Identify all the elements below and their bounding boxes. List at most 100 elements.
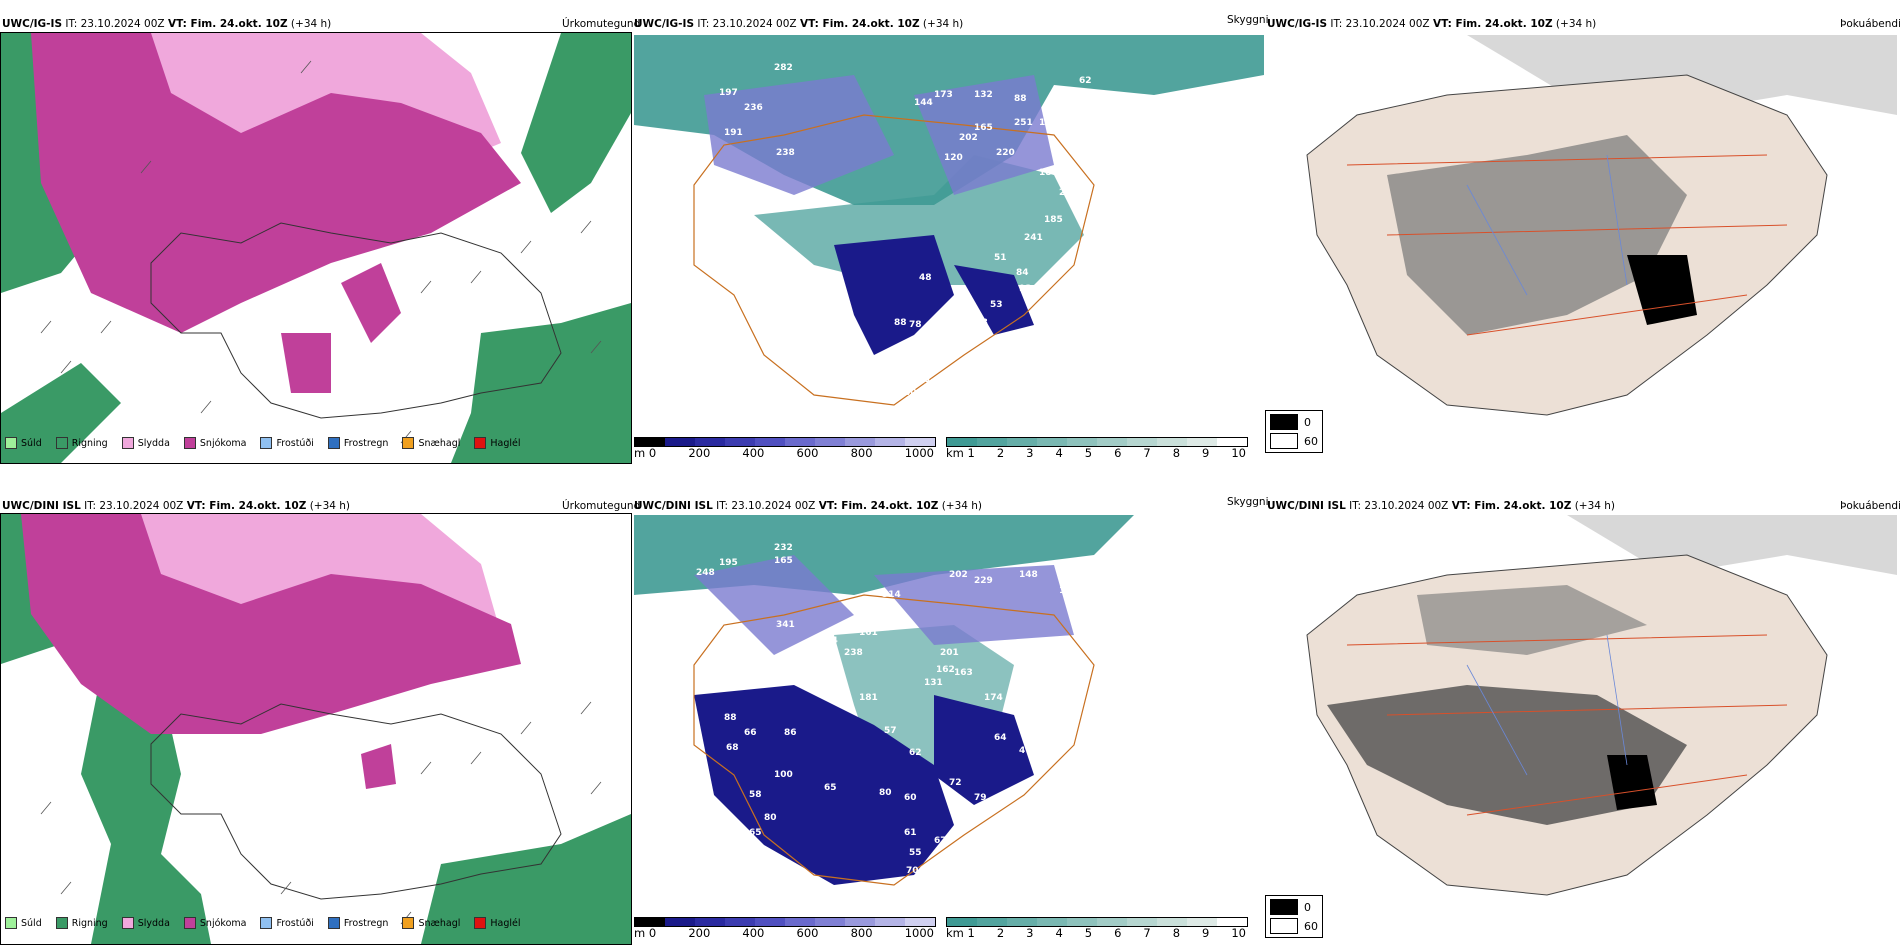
ceiling-ticks: m 0 200 400 600 800 1000 bbox=[634, 446, 934, 460]
legend-item: Slydda bbox=[121, 917, 170, 929]
vis-value: 314 bbox=[882, 590, 901, 600]
vis-value: 67 bbox=[934, 836, 947, 846]
vis-value: 64 bbox=[994, 733, 1007, 743]
vis-value: 88 bbox=[724, 713, 737, 723]
vis-value: 71 bbox=[1046, 693, 1059, 703]
legend-item: Rigning bbox=[55, 437, 108, 449]
legend-item: Snjókoma bbox=[183, 917, 246, 929]
swatch-snaehagl bbox=[402, 437, 415, 449]
vis-value: 326 bbox=[1132, 648, 1151, 658]
vis-value: 174 bbox=[984, 693, 1003, 703]
ceiling-ticks: m 0 200 400 600 800 1000 bbox=[634, 926, 934, 940]
vis-value: 77 bbox=[949, 798, 962, 808]
vis-value: 60 bbox=[676, 720, 689, 730]
vis-value: 79 bbox=[974, 793, 987, 803]
vis-value: 251 bbox=[1014, 118, 1033, 128]
vis-value: 61 bbox=[904, 828, 917, 838]
vis-colorbar bbox=[946, 917, 1248, 927]
vis-value: 80 bbox=[764, 813, 777, 823]
vis-map: 232 195 165 248 341 224 161 314 202 229 … bbox=[634, 515, 1264, 915]
swatch-frostregn bbox=[327, 437, 340, 449]
fog-header-2: UWC/DINI ISL IT: 23.10.2024 00Z VT: Fim.… bbox=[1267, 500, 1616, 512]
vis-value: 169 bbox=[1134, 168, 1153, 178]
legend-item: Frostregn bbox=[327, 437, 388, 449]
vis-value: 66 bbox=[744, 728, 757, 738]
vis-value: 15 bbox=[1054, 766, 1067, 776]
vis-value: 47 bbox=[1019, 746, 1032, 756]
precip-legend: Súld Rigning Slydda Snjókoma Frostúði Fr… bbox=[5, 437, 521, 449]
vis-value: 62 bbox=[909, 748, 922, 758]
legend-item: Haglél bbox=[474, 917, 521, 929]
vis-value: 220 bbox=[996, 148, 1015, 158]
precip-map bbox=[0, 32, 632, 464]
vis-value: 170 bbox=[1059, 586, 1078, 596]
vis-value: 65 bbox=[749, 828, 762, 838]
vis-value: 60 bbox=[904, 793, 917, 803]
fog-title: Þokuábendi bbox=[1840, 500, 1900, 512]
vis-value: 84 bbox=[1016, 268, 1029, 278]
vis-ticks: km 1 2 3 4 5 6 7 8 9 10 bbox=[946, 926, 1246, 940]
fog-map bbox=[1267, 515, 1897, 915]
swatch-rigning bbox=[55, 437, 68, 449]
fog-legend: 0 60 bbox=[1265, 895, 1323, 938]
precip-title: Úrkomutegund bbox=[562, 500, 641, 512]
legend-item: Slydda bbox=[121, 437, 170, 449]
legend-item: Haglél bbox=[474, 437, 521, 449]
precip-header-2: UWC/DINI ISL IT: 23.10.2024 00Z VT: Fim.… bbox=[2, 500, 351, 512]
vis-value: 236 bbox=[744, 103, 763, 113]
vis-value: 165 bbox=[774, 556, 793, 566]
vis-value: 248 bbox=[696, 568, 715, 578]
swatch-snjokoma bbox=[183, 437, 196, 449]
vis-value: 197 bbox=[719, 88, 738, 98]
vis-value: 144 bbox=[914, 98, 933, 108]
vis-value: 302 bbox=[1124, 160, 1143, 170]
vis-value: 48 bbox=[919, 273, 932, 283]
legend-item: Frostregn bbox=[327, 917, 388, 929]
vis-header-2: UWC/DINI ISL IT: 23.10.2024 00Z VT: Fim.… bbox=[634, 500, 983, 512]
legend-item: Súld bbox=[5, 917, 42, 929]
vis-value: 162 bbox=[936, 665, 955, 675]
vis-title: Skyggni bbox=[1227, 496, 1269, 508]
fog-swatch-dark bbox=[1270, 899, 1298, 915]
vis-value: 173 bbox=[934, 90, 953, 100]
model-name: UWC/IG-IS bbox=[2, 18, 63, 30]
legend-item: Frostúði bbox=[260, 437, 314, 449]
vis-value: 202 bbox=[949, 570, 968, 580]
fog-swatch-light bbox=[1270, 918, 1298, 934]
vis-value: 72 bbox=[949, 778, 962, 788]
vis-value: 132 bbox=[974, 90, 993, 100]
vis-value: 238 bbox=[844, 648, 863, 658]
vis-value: 238 bbox=[776, 148, 795, 158]
vis-value: 108 bbox=[969, 318, 988, 328]
swatch-suld bbox=[5, 437, 17, 449]
vis-value: 78 bbox=[909, 320, 922, 330]
vis-value: 62 bbox=[1079, 76, 1092, 86]
vis-value: 68 bbox=[726, 743, 739, 753]
vis-value: 65 bbox=[824, 783, 837, 793]
vis-value: 191 bbox=[724, 128, 743, 138]
vis-value: 42 bbox=[910, 364, 923, 374]
legend-item: Snjókoma bbox=[183, 437, 246, 449]
vis-value: 120 bbox=[944, 153, 963, 163]
legend-item: Snæhagl bbox=[402, 917, 460, 929]
valid-time: VT: Fim. 24.okt. 10Z bbox=[167, 18, 288, 30]
swatch-slydda bbox=[121, 437, 134, 449]
vis-value: 37 bbox=[906, 346, 919, 356]
vis-value: 131 bbox=[924, 678, 943, 688]
vis-value: 165 bbox=[974, 123, 993, 133]
vis-value: 134 bbox=[1054, 668, 1073, 678]
vis-value: 88 bbox=[894, 318, 907, 328]
fog-legend: 0 60 bbox=[1265, 410, 1323, 453]
fog-header-1: UWC/IG-IS IT: 23.10.2024 00Z VT: Fim. 24… bbox=[1267, 18, 1597, 30]
vis-value: 163 bbox=[954, 668, 973, 678]
vis-value: 282 bbox=[774, 63, 793, 73]
vis-value: 161 bbox=[859, 628, 878, 638]
vis-value: 200 bbox=[1084, 626, 1103, 636]
vis-value: 110 bbox=[1059, 560, 1078, 570]
vis-title: Skyggni bbox=[1227, 14, 1269, 26]
vis-value: 232 bbox=[774, 543, 793, 553]
vis-value: 58 bbox=[749, 790, 762, 800]
vis-value: 241 bbox=[1024, 233, 1043, 243]
fog-map bbox=[1267, 35, 1897, 435]
vis-header-1: UWC/IG-IS IT: 23.10.2024 00Z VT: Fim. 24… bbox=[634, 18, 964, 30]
